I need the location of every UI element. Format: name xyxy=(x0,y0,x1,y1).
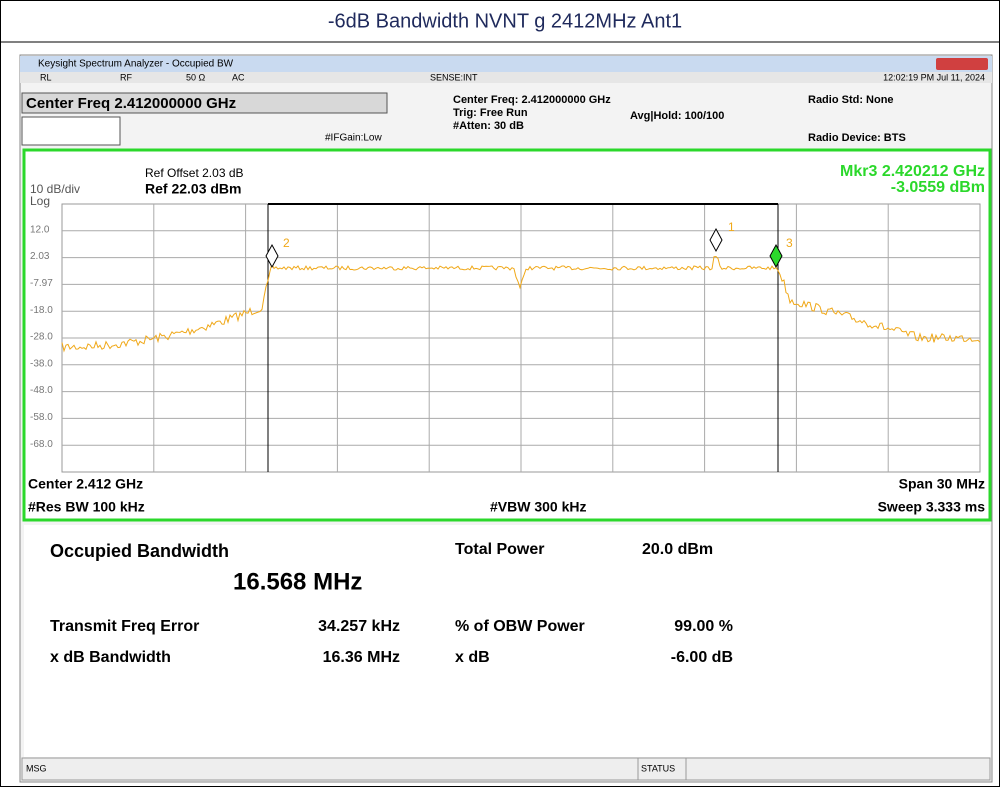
obw-power-label: % of OBW Power xyxy=(455,618,585,635)
freq-error-value: 34.257 kHz xyxy=(318,618,400,635)
status-item: RF xyxy=(120,72,132,82)
marker-label: 1 xyxy=(728,220,735,234)
status-row xyxy=(20,72,992,83)
radio-std: Radio Std: None xyxy=(808,94,894,106)
page-title: -6dB Bandwidth NVNT g 2412MHz Ant1 xyxy=(328,10,682,32)
atten: #Atten: 30 dB xyxy=(453,120,524,132)
total-power-label: Total Power xyxy=(455,541,545,558)
obw-label: Occupied Bandwidth xyxy=(50,541,229,561)
center-freq-box[interactable] xyxy=(21,92,388,114)
radio-device: Radio Device: BTS xyxy=(808,132,906,144)
y-tick-label: -7.97 xyxy=(30,278,53,289)
marker-label: 2 xyxy=(283,236,290,250)
y-tick-label: -48.0 xyxy=(30,385,53,396)
freq-error-label: Transmit Freq Error xyxy=(50,618,199,635)
ref-level: Ref 22.03 dBm xyxy=(145,181,241,197)
y-tick-label: -58.0 xyxy=(30,412,53,423)
window-buttons[interactable] xyxy=(936,58,988,70)
status-item: AC xyxy=(232,72,245,82)
window-title: Keysight Spectrum Analyzer - Occupied BW xyxy=(38,59,234,70)
y-tick-label: -28.0 xyxy=(30,332,53,343)
y-tick-label: 2.03 xyxy=(30,251,50,262)
if-gain: #IFGain:Low xyxy=(325,133,382,144)
center-freq-box-text: Center Freq 2.412000000 GHz xyxy=(26,95,236,112)
y-tick-label: -18.0 xyxy=(30,305,53,316)
input-box[interactable] xyxy=(21,116,121,146)
center-freq: Center Freq: 2.412000000 GHz xyxy=(453,94,611,106)
status-item: 50 Ω xyxy=(186,72,206,82)
marker-diamond xyxy=(709,227,723,253)
xdb-value: -6.00 dB xyxy=(671,649,733,666)
res-bw: #Res BW 100 kHz xyxy=(28,499,145,515)
xdb-bw-value: 16.36 MHz xyxy=(323,649,400,666)
obw-power-value: 99.00 % xyxy=(674,618,733,635)
marker-label: 3 xyxy=(786,236,793,250)
status-bar xyxy=(21,757,991,781)
xdb-label: x dB xyxy=(455,649,490,666)
marker-value: -3.0559 dBm xyxy=(891,179,985,196)
trace xyxy=(61,255,981,353)
obw-value: 16.568 MHz xyxy=(233,568,362,595)
span: Span 30 MHz xyxy=(899,476,985,492)
trig: Trig: Free Run xyxy=(453,107,528,119)
marker-diamond xyxy=(769,243,783,269)
status-msg: MSG xyxy=(26,763,47,773)
ref-offset: Ref Offset 2.03 dB xyxy=(145,166,244,180)
y-tick-label: -68.0 xyxy=(30,439,53,450)
marker-readout: Mkr3 2.420212 GHz xyxy=(840,163,985,180)
sweep: Sweep 3.333 ms xyxy=(878,499,986,515)
y-tick-label: 12.0 xyxy=(30,224,50,235)
y-tick-label: -38.0 xyxy=(30,358,53,369)
graticule: 12.0 2.03 -7.97 -18.0 -28.0 -38.0 -48.0 -58.0 -6… xyxy=(30,203,981,473)
vbw: #VBW 300 kHz xyxy=(490,499,586,515)
center: Center 2.412 GHz xyxy=(28,476,143,492)
status-item: SENSE:INT xyxy=(430,72,478,82)
status-item: 12:02:19 PM Jul 11, 2024 xyxy=(883,72,985,82)
scale: 10 dB/div xyxy=(30,182,80,196)
window-titlebar xyxy=(20,56,992,72)
scale-type: Log xyxy=(30,194,50,208)
results-panel xyxy=(24,525,990,757)
xdb-bw-label: x dB Bandwidth xyxy=(50,649,171,666)
marker-diamond xyxy=(265,243,279,269)
total-power-value: 20.0 dBm xyxy=(642,541,713,558)
status-status: STATUS xyxy=(641,763,675,773)
status-item: RL xyxy=(40,72,52,82)
plot-panel xyxy=(22,148,992,522)
avg-hold: Avg|Hold: 100/100 xyxy=(630,110,724,122)
